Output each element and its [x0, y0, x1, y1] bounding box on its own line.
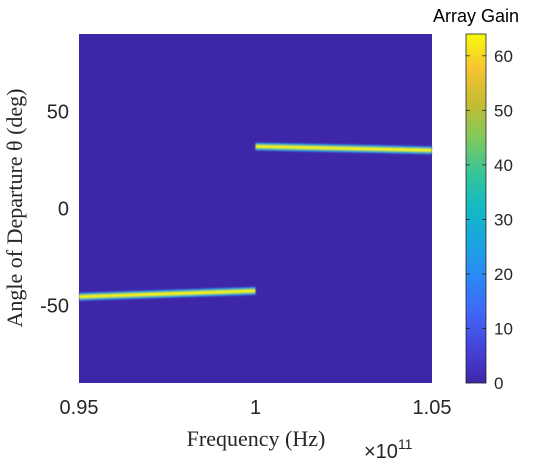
x-tick-label-1: 0.95 [60, 397, 99, 419]
colorbar-tick-label-3: 20 [494, 265, 513, 284]
beam-layer [78, 141, 433, 302]
x-tick-label-2: 1 [250, 397, 261, 419]
y-tick-label-3: -50 [40, 295, 69, 317]
y-tick-label-2: 0 [58, 199, 69, 221]
colorbar-tick-label-2: 10 [494, 319, 513, 338]
beam-2 [255, 141, 433, 155]
colorbar-tick-group: 0 10 20 30 40 50 60 [466, 47, 513, 393]
y-tick-group: 50 0 -50 [40, 102, 69, 318]
beam-1-layer-5 [78, 290, 256, 298]
x-multiplier-base: ×10 [364, 441, 398, 463]
colorbar-title: Array Gain [433, 6, 519, 26]
colorbar-tick-label-7: 60 [494, 47, 513, 66]
y-axis-label: Angle of Departure θ (deg) [2, 89, 27, 328]
colorbar-tick-label-5: 40 [494, 156, 513, 175]
x-tick-group: 0.95 1 1.05 [60, 397, 452, 419]
colorbar [465, 33, 487, 384]
colorbar-tick-label-6: 50 [494, 101, 513, 120]
colorbar-tick-label-4: 30 [494, 210, 513, 229]
plot-area [79, 34, 432, 383]
colorbar-tick-label-1: 0 [494, 374, 503, 393]
beam-2-layer-5 [255, 145, 433, 152]
x-multiplier: ×1011 [364, 436, 413, 463]
x-axis-label: Frequency (Hz) [187, 426, 326, 451]
x-multiplier-exponent: 11 [398, 436, 413, 452]
beam-1 [78, 286, 256, 302]
x-tick-label-3: 1.05 [413, 397, 452, 419]
y-tick-label-1: 50 [47, 102, 69, 124]
